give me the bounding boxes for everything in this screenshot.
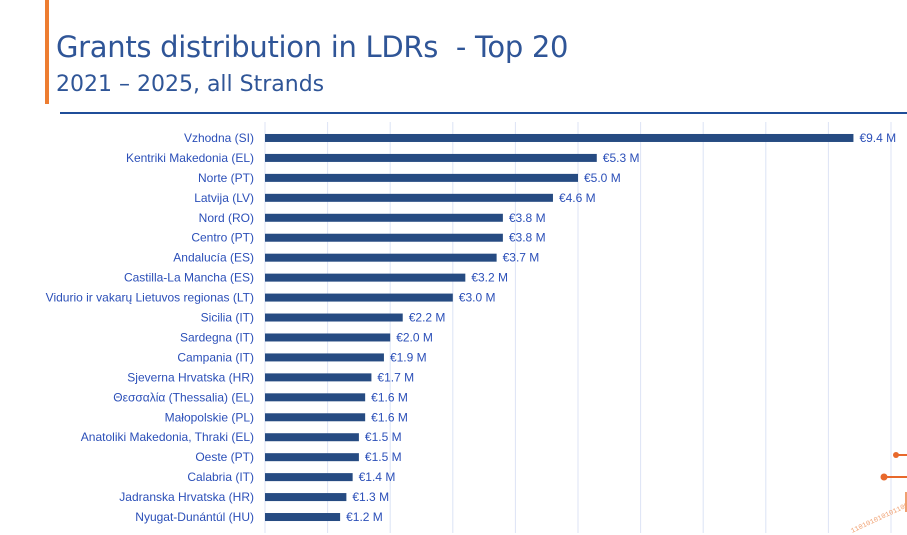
data-label: €3.7 M — [503, 251, 540, 265]
bar — [265, 233, 503, 242]
category-label: Vidurio ir vakarų Lietuvos regionas (LT) — [46, 291, 254, 305]
data-label: €5.0 M — [584, 171, 621, 185]
category-label: Sardegna (IT) — [180, 330, 254, 344]
bar-chart: Vzhodna (SI) Kentriki Makedonia (EL) Norte… — [46, 122, 896, 533]
bar — [265, 153, 597, 162]
category-label: Nord (RO) — [199, 211, 254, 225]
bar — [265, 193, 553, 202]
bar — [265, 253, 497, 262]
bar — [265, 333, 391, 342]
category-label: Jadranska Hrvatska (HR) — [119, 490, 254, 504]
bar — [265, 453, 359, 462]
bar — [265, 393, 366, 402]
bar — [265, 273, 466, 282]
category-label: Sicilia (IT) — [201, 311, 254, 325]
bar — [265, 493, 347, 502]
category-label: Anatoliki Makedonia, Thraki (EL) — [81, 430, 254, 444]
category-label: Centro (PT) — [191, 231, 254, 245]
bar — [265, 293, 453, 302]
data-label: €1.6 M — [371, 410, 408, 424]
bar — [265, 313, 403, 322]
title-divider — [60, 112, 907, 114]
page-subtitle: 2021 – 2025, all Strands — [56, 72, 325, 97]
category-label: Calabria (IT) — [187, 470, 254, 484]
bar — [265, 433, 359, 442]
bar — [265, 213, 503, 222]
page-title: Grants distribution in LDRs - Top 20 — [56, 30, 569, 64]
data-label: €1.9 M — [390, 350, 427, 364]
category-label: Oeste (PT) — [195, 450, 254, 464]
svg-text:1101010101011000111101010: 1101010101011000111101010 — [850, 484, 907, 535]
category-label: Sjeverna Hrvatska (HR) — [127, 370, 254, 384]
bar — [265, 373, 372, 382]
data-label: €2.2 M — [409, 311, 446, 325]
data-label: €2.0 M — [396, 330, 433, 344]
data-label: €4.6 M — [559, 191, 596, 205]
title-accent-bar — [45, 0, 49, 104]
category-label: Nyugat-Dunántúl (HU) — [135, 510, 254, 524]
gridlines — [264, 122, 892, 533]
data-label: €3.0 M — [459, 291, 496, 305]
category-label: Latvija (LV) — [194, 191, 254, 205]
category-label: Andalucía (ES) — [173, 251, 254, 265]
bar — [265, 173, 578, 182]
data-label: €3.8 M — [509, 231, 546, 245]
data-label: €3.2 M — [471, 271, 508, 285]
category-label: Θεσσαλία (Thessalia) (EL) — [113, 390, 254, 404]
data-label: €1.7 M — [377, 370, 414, 384]
value-labels: €9.4 M €5.3 M €5.0 M €4.6 M €3.8 M €3.8 M €3.7… — [346, 131, 896, 524]
data-label: €5.3 M — [603, 151, 640, 165]
category-label: Vzhodna (SI) — [184, 131, 254, 145]
data-label: €3.8 M — [509, 211, 546, 225]
category-label: Kentriki Makedonia (EL) — [126, 151, 254, 165]
category-label: Castilla-La Mancha (ES) — [124, 271, 254, 285]
bar — [265, 133, 854, 142]
category-labels: Vzhodna (SI) Kentriki Makedonia (EL) Norte… — [46, 131, 254, 524]
category-label: Campania (IT) — [177, 350, 254, 364]
data-label: €9.4 M — [859, 131, 896, 145]
category-label: Małopolskie (PL) — [165, 410, 254, 424]
data-label: €1.6 M — [371, 390, 408, 404]
data-label: €1.2 M — [346, 510, 383, 524]
data-label: €1.3 M — [352, 490, 389, 504]
circuit-decoration-icon: 1101010101011000111101010 — [850, 452, 907, 535]
category-label: Norte (PT) — [198, 171, 254, 185]
bar — [265, 473, 353, 482]
data-label: €1.5 M — [365, 430, 402, 444]
data-label: €1.4 M — [359, 470, 396, 484]
bar — [265, 513, 341, 522]
bar — [265, 413, 366, 422]
bar — [265, 353, 384, 362]
bars — [265, 133, 854, 522]
data-label: €1.5 M — [365, 450, 402, 464]
